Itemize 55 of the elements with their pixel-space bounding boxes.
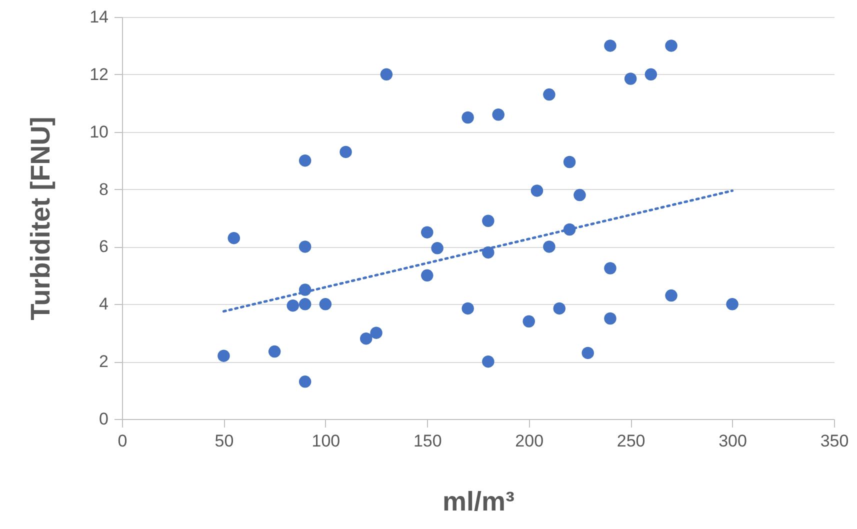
x-tick-label: 150 bbox=[413, 432, 442, 450]
y-tick-label: 14 bbox=[90, 8, 108, 26]
point bbox=[726, 298, 738, 310]
point bbox=[431, 242, 444, 254]
point bbox=[380, 68, 393, 81]
x-tick-label: 0 bbox=[118, 432, 128, 450]
point bbox=[563, 156, 576, 168]
point bbox=[421, 269, 434, 282]
y-tick-label: 4 bbox=[99, 294, 108, 314]
x-tick-label: 100 bbox=[312, 432, 340, 450]
point bbox=[268, 345, 281, 358]
x-tick-label: 350 bbox=[820, 432, 849, 450]
y-tick-label: 6 bbox=[99, 237, 108, 256]
point bbox=[522, 315, 535, 328]
y-tick-label: 10 bbox=[90, 122, 108, 142]
point bbox=[340, 146, 352, 158]
point bbox=[665, 289, 678, 302]
point bbox=[228, 232, 240, 244]
point bbox=[582, 346, 594, 360]
point bbox=[298, 376, 312, 388]
x-axis-title: ml/m³ bbox=[442, 486, 515, 516]
point bbox=[624, 72, 637, 85]
point bbox=[421, 226, 434, 238]
point bbox=[360, 332, 372, 345]
point bbox=[574, 188, 586, 202]
point bbox=[604, 312, 616, 325]
y-tick-label: 0 bbox=[99, 410, 108, 428]
x-tick-label: 50 bbox=[214, 432, 234, 450]
point bbox=[370, 326, 382, 339]
y-axis-title: Turbiditet [FNU] bbox=[26, 116, 56, 320]
point bbox=[298, 240, 312, 253]
point bbox=[492, 108, 504, 121]
x-tick-label: 300 bbox=[718, 432, 747, 450]
point bbox=[298, 154, 312, 167]
point bbox=[604, 262, 616, 274]
point bbox=[644, 68, 658, 81]
point bbox=[543, 88, 556, 101]
point bbox=[286, 299, 300, 312]
point bbox=[482, 214, 494, 227]
point bbox=[482, 355, 494, 368]
point bbox=[604, 40, 616, 52]
point bbox=[553, 302, 566, 315]
point bbox=[665, 40, 678, 52]
point bbox=[218, 350, 230, 362]
x-tick-label: 250 bbox=[616, 432, 646, 450]
point bbox=[462, 302, 474, 315]
y-tick-label: 12 bbox=[90, 64, 108, 84]
point bbox=[298, 298, 312, 310]
point bbox=[530, 184, 544, 197]
x-tick-label: 200 bbox=[515, 432, 544, 450]
point bbox=[462, 111, 474, 124]
y-tick-label: 8 bbox=[99, 180, 108, 199]
y-tick-label: 2 bbox=[99, 352, 108, 372]
point bbox=[319, 298, 332, 310]
point bbox=[543, 240, 556, 253]
